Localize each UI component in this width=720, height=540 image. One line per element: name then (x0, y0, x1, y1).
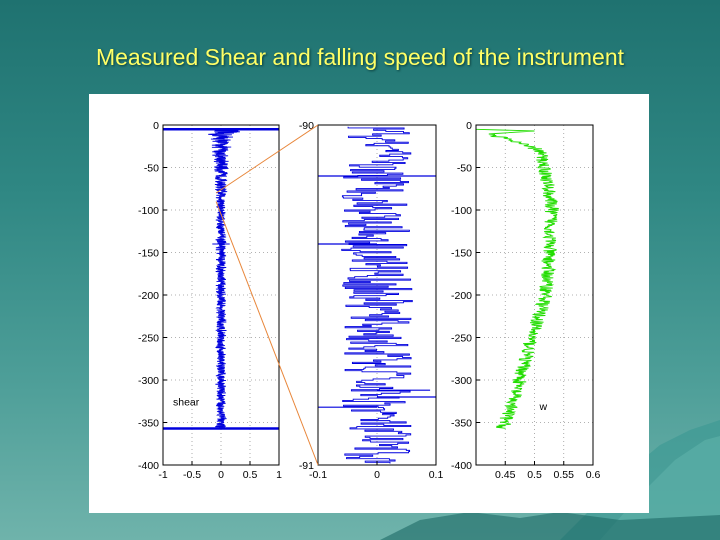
y-tick-label: -90 (299, 120, 314, 132)
y-tick-label: -150 (451, 248, 472, 260)
y-tick-label: 0 (466, 120, 472, 132)
axes-panel-3 (475, 124, 594, 466)
y-tick-label: -350 (451, 418, 472, 430)
slide-title: Measured Shear and falling speed of the … (95, 44, 625, 70)
figure-panel: -1 -0.5 0 0.5 1 0 -50 -100 -150 -200 -250 -300 -350 -… (89, 94, 649, 513)
y-tick-label: -250 (138, 333, 159, 345)
zoom-series-line (341, 126, 413, 464)
x-tick-label: -0.5 (183, 469, 201, 481)
x-tick-label: 1 (276, 469, 282, 481)
y-tick-label: -300 (451, 375, 472, 387)
x-tick-label: 0.45 (495, 469, 516, 481)
iceberg-shape-light (600, 436, 720, 540)
x-tick-label: 0 (374, 469, 380, 481)
chart-canvas: -1 -0.5 0 0.5 1 0 -50 -100 -150 -200 -250 -300 -350 -… (138, 120, 601, 481)
y-tick-label: -50 (144, 163, 159, 175)
axes-panel-2 (317, 124, 437, 466)
w-series-line (475, 128, 559, 429)
y-tick-label: 0 (153, 120, 159, 132)
x-tick-label: 0.5 (243, 469, 258, 481)
y-tick-label: -200 (451, 290, 472, 302)
axes-panel-1 (162, 124, 280, 466)
x-tick-label: 0 (218, 469, 224, 481)
x-tick-label: 0.55 (554, 469, 575, 481)
y-tick-label: -100 (451, 205, 472, 217)
y-tick-label: -91 (299, 460, 314, 472)
y-tick-label: -300 (138, 375, 159, 387)
y-tick-label: -200 (138, 290, 159, 302)
shear-annotation-label: shear (173, 397, 200, 409)
y-tick-label: -50 (457, 163, 472, 175)
shear-series-line (204, 127, 241, 429)
y-tick-label: -100 (138, 205, 159, 217)
y-tick-label: -400 (451, 460, 472, 472)
zoom-connector-bottom (215, 201, 319, 466)
x-tick-label: -1 (158, 469, 167, 481)
y-tick-label: -250 (451, 333, 472, 345)
y-tick-label: -350 (138, 418, 159, 430)
x-tick-label: 0.1 (429, 469, 444, 481)
y-tick-label: -150 (138, 248, 159, 260)
zoom-connector-top (215, 124, 319, 194)
x-tick-label: 0.5 (527, 469, 542, 481)
y-tick-label: -400 (138, 460, 159, 472)
x-tick-label: -0.1 (309, 469, 327, 481)
x-tick-label: 0.6 (586, 469, 601, 481)
w-annotation-label: w (538, 401, 547, 413)
water-shape (380, 512, 720, 540)
